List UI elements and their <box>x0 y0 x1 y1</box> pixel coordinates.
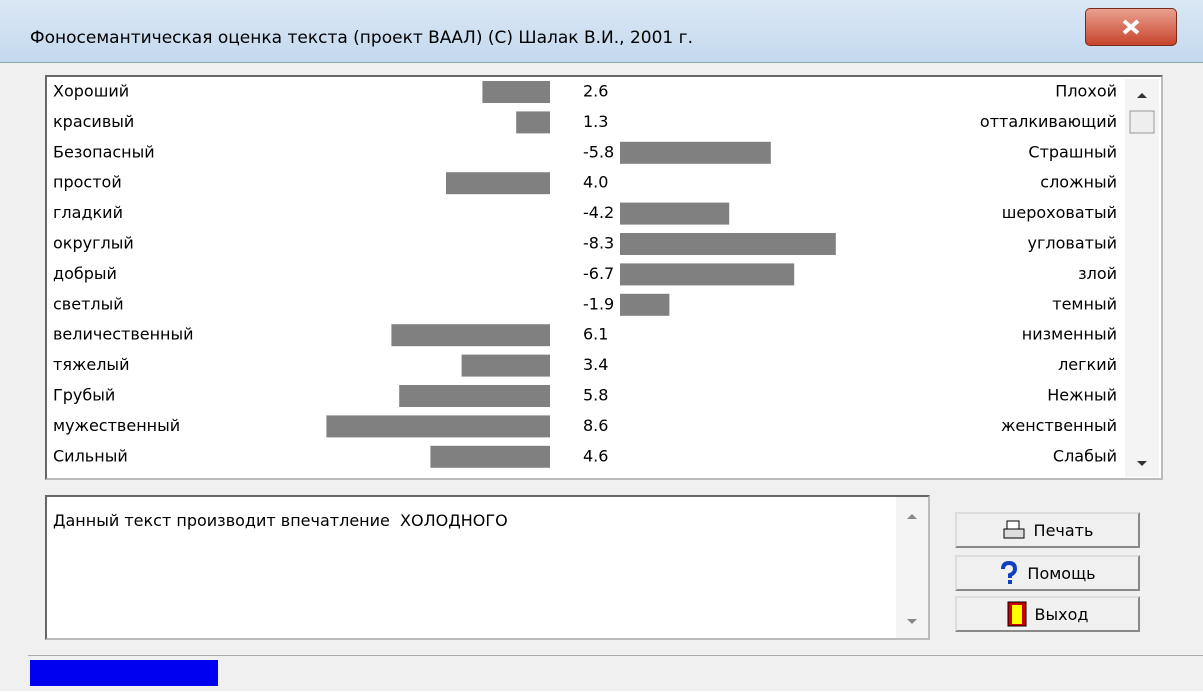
scales-list[interactable]: Хороший Плохой 2.6 красивый отталкивающий 1.3… <box>45 75 1163 480</box>
left-label: мужественный <box>53 416 180 435</box>
exit-icon <box>1007 601 1027 627</box>
window-title: Фоносемантическая оценка текста (проект … <box>30 28 693 48</box>
right-label: шероховатый <box>1002 203 1117 222</box>
value-label: 3.4 <box>583 355 608 374</box>
left-label: Хороший <box>53 82 129 101</box>
right-label: Плохой <box>1055 82 1117 101</box>
scrollbar-parts <box>896 497 928 638</box>
button-label: Помощь <box>1027 564 1095 583</box>
bar <box>516 111 550 133</box>
close-icon <box>1086 9 1176 45</box>
value-label: -1.9 <box>583 294 614 313</box>
right-label: отталкивающий <box>980 112 1117 131</box>
message-text: Данный текст производит впечатление ХОЛО… <box>53 511 508 530</box>
help-icon <box>999 561 1019 585</box>
left-label: красивый <box>53 112 134 131</box>
right-label: легкий <box>1058 355 1117 374</box>
value-label: 6.1 <box>583 325 608 344</box>
right-label: Страшный <box>1028 142 1117 161</box>
close-button[interactable] <box>1085 8 1177 46</box>
left-label: гладкий <box>53 203 123 222</box>
left-label: добрый <box>53 264 117 283</box>
bar <box>399 385 550 407</box>
value-label: 8.6 <box>583 416 608 435</box>
bar <box>620 263 794 285</box>
left-label: Сильный <box>53 446 128 465</box>
right-label: сложный <box>1040 173 1117 192</box>
left-label: светлый <box>53 294 124 313</box>
value-label: -4.2 <box>583 203 614 222</box>
window: Фоносемантическая оценка текста (проект … <box>0 0 1203 691</box>
scrollbar[interactable] <box>1125 79 1159 477</box>
left-label: простой <box>53 173 122 192</box>
print-icon <box>1002 519 1026 541</box>
bar <box>620 294 669 316</box>
bar <box>620 233 836 255</box>
value-label: 5.8 <box>583 386 608 405</box>
value-label: 4.6 <box>583 446 608 465</box>
value-label: -8.3 <box>583 234 614 253</box>
value-label: 1.3 <box>583 112 608 131</box>
value-label: -6.7 <box>583 264 614 283</box>
left-label: Безопасный <box>53 142 155 161</box>
bar <box>620 142 771 164</box>
button-label: Выход <box>1035 605 1089 624</box>
bar <box>446 172 550 194</box>
right-label: угловатый <box>1028 234 1117 253</box>
right-label: женственный <box>1001 416 1117 435</box>
message-box[interactable]: Данный текст производит впечатление ХОЛО… <box>45 495 930 640</box>
right-label: темный <box>1052 294 1117 313</box>
right-label: злой <box>1078 264 1117 283</box>
progress-bar <box>30 660 218 686</box>
value-label: 4.0 <box>583 173 608 192</box>
button-label: Печать <box>1034 521 1094 540</box>
right-label: Слабый <box>1053 446 1117 465</box>
help-button[interactable]: Помощь <box>955 555 1140 591</box>
scrollbar-parts <box>1125 79 1159 477</box>
exit-button[interactable]: Выход <box>955 596 1140 632</box>
print-button[interactable]: Печать <box>955 512 1140 548</box>
title-bar: Фоносемантическая оценка текста (проект … <box>0 0 1203 63</box>
right-label: низменный <box>1022 325 1117 344</box>
scrollbar[interactable] <box>896 497 928 638</box>
value-label: 2.6 <box>583 82 608 101</box>
bar <box>462 355 550 377</box>
right-label: Нежный <box>1047 386 1117 405</box>
bar <box>326 415 550 437</box>
bar <box>430 446 550 468</box>
left-label: тяжелый <box>53 355 129 374</box>
left-label: Грубый <box>53 386 115 405</box>
bar <box>620 203 729 225</box>
value-label: -5.8 <box>583 142 614 161</box>
left-label: величественный <box>53 325 194 344</box>
bar <box>391 324 550 346</box>
bar <box>482 81 550 103</box>
left-label: округлый <box>53 234 134 253</box>
scales-chart: Хороший Плохой 2.6 красивый отталкивающий 1.3… <box>47 77 1127 478</box>
